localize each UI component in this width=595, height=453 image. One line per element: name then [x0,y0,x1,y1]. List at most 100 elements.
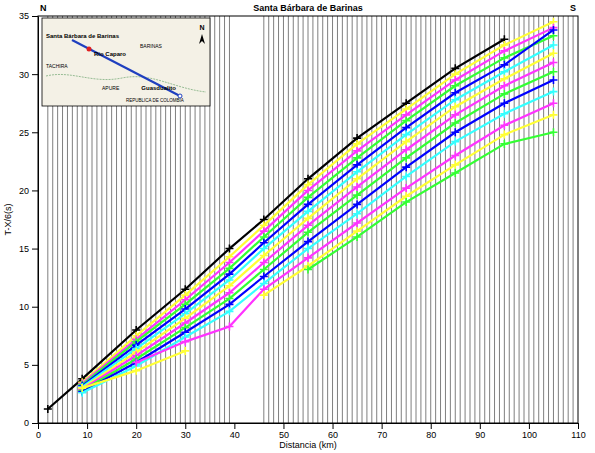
y-tick-label: 15 [19,244,29,254]
north-arrow [199,34,205,44]
marker [181,347,189,355]
x-tick-mark [480,423,481,429]
trace [568,16,569,423]
trace [528,16,529,423]
trace [352,16,353,423]
y-tick-label: 0 [24,418,29,428]
x-tick: 50 [279,423,289,440]
x-tick-label: 110 [571,430,585,440]
trace [376,16,377,423]
trace [499,16,500,423]
marker [132,367,140,375]
marker [451,138,459,146]
marker [451,82,459,90]
x-tick-mark [234,423,235,429]
marker [304,228,312,236]
marker [353,219,361,227]
x-tick: 110 [571,423,585,440]
marker [225,245,233,253]
trace [366,16,367,423]
inset-profile [72,40,180,96]
marker [304,254,312,262]
trace [573,16,574,423]
marker [260,291,268,299]
marker [353,191,361,199]
direction-label: S [570,3,576,13]
trace [312,16,313,423]
series [78,59,557,394]
marker [181,338,189,346]
y-tick-label: 25 [19,128,29,138]
marker [353,168,361,176]
marker [402,124,410,132]
marker [549,88,557,96]
series-line [82,115,553,388]
inset-site [87,47,92,52]
inset-label: TACHIRA [46,63,68,69]
marker [260,266,268,274]
inset-label: REPUBLICA DE COLOMBIA [126,98,184,103]
inset-label: Río Caparo [94,51,126,57]
title: Santa Bárbara de Barinas [253,3,363,13]
marker [353,175,361,183]
marker [402,198,410,206]
trace [293,16,294,423]
marker [304,245,312,253]
trace [332,16,333,423]
marker [500,131,508,139]
series [132,99,557,366]
x-tick-mark [283,423,284,429]
x-tick-mark [529,423,530,429]
x-tick-label: 50 [279,430,289,440]
marker [353,233,361,241]
x-tick: 0 [36,423,41,440]
y-tick-label: 5 [24,360,29,370]
inset-map: Santa Bárbara de BarinasRío CaparoGuasdu… [42,18,210,106]
inset-label: BARINAS [140,43,163,49]
marker [353,140,361,148]
marker [353,154,361,162]
y-tick-label: 10 [19,302,29,312]
trace [519,16,520,423]
direction-label: N [40,3,47,13]
marker [225,322,233,330]
trace [445,16,446,423]
y-tick-label: 35 [19,11,29,21]
marker [451,96,459,104]
x-tick-label: 70 [377,430,387,440]
x-axis-title: Distancia (km) [279,440,337,450]
series [78,88,557,397]
series [78,111,557,392]
inset-border [46,74,206,92]
trace [420,16,421,423]
x-tick-mark [136,423,137,429]
marker [402,154,410,162]
x-tick: 30 [181,423,191,440]
y-tick-mark [32,74,38,75]
y-tick-mark [32,423,38,424]
trace [396,16,397,423]
y-tick-label: 20 [19,186,29,196]
marker [500,47,508,55]
inset-label: N [199,24,204,31]
marker [549,111,557,119]
marker [500,54,508,62]
marker [44,405,52,413]
series-line [308,132,553,269]
marker [402,163,410,171]
marker [304,214,312,222]
trace [219,16,220,423]
x-tick: 70 [377,423,387,440]
inset-label: Santa Bárbara de Barinas [46,33,120,39]
marker [304,207,312,215]
marker [353,161,361,169]
marker [260,252,268,260]
y-tick-label: 30 [19,70,29,80]
x-tick-mark [333,423,334,429]
marker [304,193,312,201]
x-tick-label: 10 [83,430,93,440]
y-tick: 10 [19,302,38,312]
x-tick-label: 100 [522,430,537,440]
trace [406,16,407,423]
series [78,76,557,396]
